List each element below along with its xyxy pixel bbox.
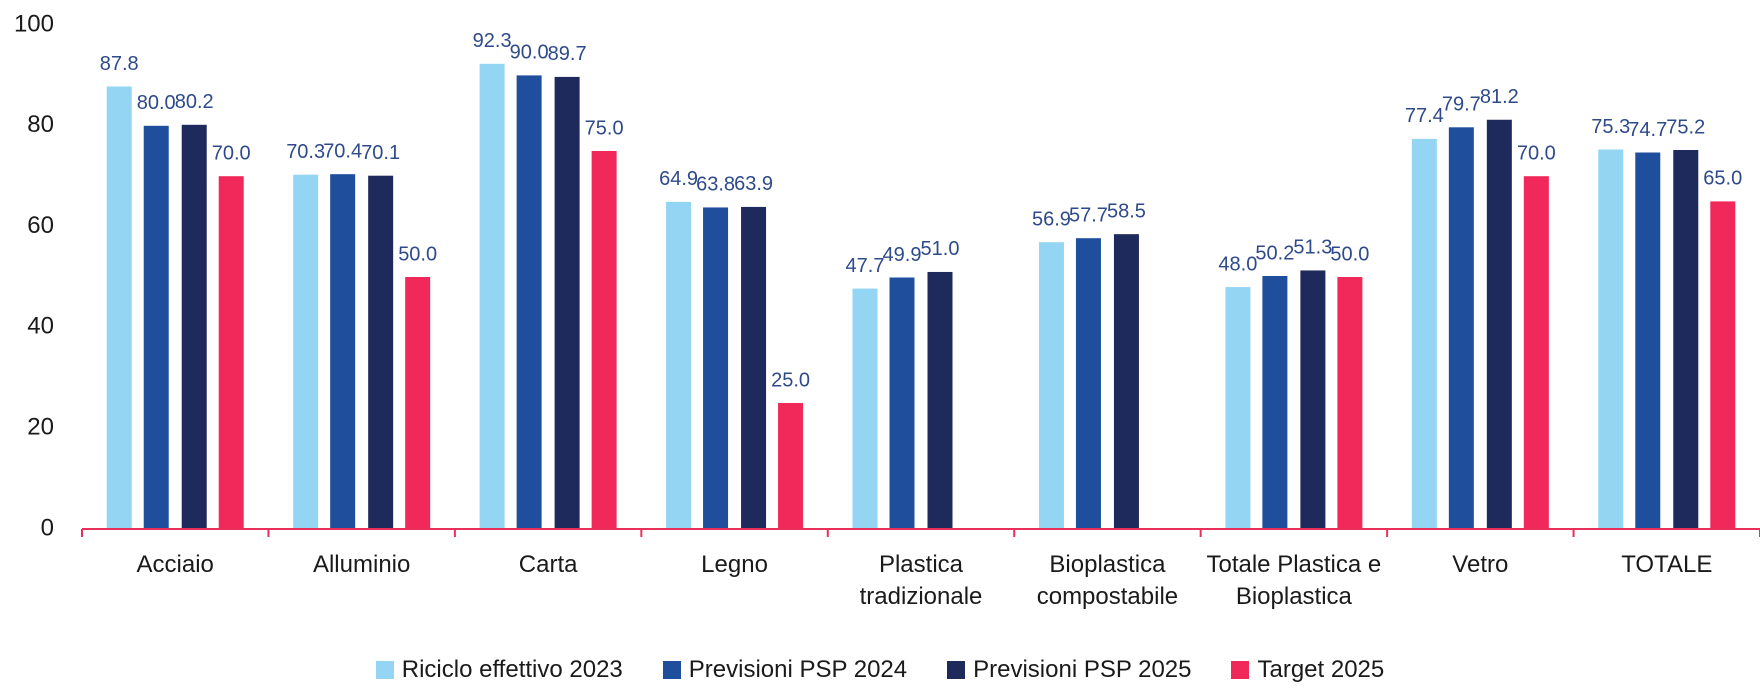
bar [1673, 149, 1699, 529]
data-label: 70.1 [361, 142, 400, 164]
data-label: 90.0 [510, 42, 549, 64]
y-tick-label: 100 [14, 10, 54, 37]
bar [1598, 149, 1624, 529]
x-tick-label: Totale Plastica e Bioplastica [1206, 551, 1382, 610]
bar [106, 86, 132, 529]
bar [1448, 127, 1474, 529]
legend-swatch [375, 661, 394, 679]
bar [293, 174, 319, 530]
y-tick-label: 0 [41, 514, 54, 541]
x-tick-label: Carta [518, 551, 578, 578]
bar [778, 403, 804, 529]
bar [368, 175, 394, 530]
bar [1635, 152, 1661, 529]
data-label: 79.7 [1442, 94, 1481, 116]
data-label: 56.9 [1032, 209, 1071, 231]
legend-label: Riciclo effettivo 2023 [401, 656, 623, 683]
bar [741, 206, 767, 529]
data-label: 50.0 [398, 243, 437, 265]
bar [927, 271, 953, 529]
x-tick-label: Vetro [1452, 551, 1509, 578]
bar [1225, 287, 1251, 529]
bar [591, 151, 617, 529]
data-label: 63.8 [696, 174, 735, 196]
data-label: 77.4 [1405, 105, 1444, 127]
data-label: 50.2 [1255, 242, 1294, 264]
legend-swatch [662, 661, 681, 679]
x-tick-label: TOTALE [1621, 551, 1713, 578]
bar [143, 125, 169, 530]
y-tick-label: 40 [27, 313, 54, 340]
legend-swatch [1231, 661, 1250, 679]
data-label: 25.0 [771, 369, 810, 391]
legend-item: Target 2025 [1231, 656, 1384, 684]
legend-label: Target 2025 [1257, 656, 1385, 683]
data-label: 75.2 [1666, 116, 1705, 138]
bar [852, 288, 878, 529]
bar [330, 174, 356, 529]
bar [479, 63, 505, 530]
bar [889, 277, 915, 529]
legend-swatch [947, 661, 966, 679]
legend-label: Previsioni PSP 2025 [973, 656, 1192, 683]
data-label: 75.3 [1591, 116, 1630, 138]
x-tick-label: Alluminio [312, 551, 411, 578]
data-label: 70.3 [286, 141, 325, 163]
bar [666, 201, 692, 530]
bar [1486, 119, 1512, 529]
data-label: 64.9 [659, 168, 698, 190]
legend-item: Riciclo effettivo 2023 [375, 656, 623, 684]
y-tick-label: 80 [27, 111, 54, 138]
legend: Riciclo effettivo 2023 Previsioni PSP 202… [0, 656, 1760, 684]
data-label: 63.9 [734, 173, 773, 195]
data-label: 81.2 [1480, 86, 1519, 108]
bar [703, 207, 729, 529]
data-label: 48.0 [1218, 253, 1257, 275]
bar [1411, 138, 1437, 530]
data-label: 75.0 [585, 117, 624, 139]
bar [1262, 275, 1288, 529]
bar [181, 124, 207, 530]
bar [554, 76, 580, 530]
bar [1710, 201, 1736, 529]
x-tick-label: Plastica tradizionale [859, 551, 983, 610]
legend-label: Previsioni PSP 2024 [688, 656, 908, 683]
data-label: 49.9 [883, 244, 922, 266]
data-label: 87.8 [100, 53, 139, 75]
data-label: 50.0 [1330, 243, 1369, 265]
data-label: 47.7 [846, 255, 885, 277]
x-tick-label: Legno [701, 551, 768, 578]
bar [1337, 277, 1363, 529]
bar [1113, 234, 1139, 529]
data-label: 70.4 [323, 140, 362, 162]
data-label: 51.0 [921, 238, 960, 260]
data-label: 65.0 [1703, 168, 1742, 190]
data-label: 70.0 [1517, 142, 1556, 164]
data-label: 92.3 [473, 30, 512, 52]
bar [516, 75, 542, 530]
x-tick-label: Acciaio [136, 551, 214, 578]
legend-item: Previsioni PSP 2025 [947, 656, 1191, 684]
legend-item: Previsioni PSP 2024 [662, 656, 908, 684]
data-label: 58.5 [1107, 200, 1146, 222]
bar [1038, 242, 1064, 529]
data-label: 80.0 [137, 92, 176, 114]
bar [1523, 176, 1549, 529]
y-tick-label: 20 [27, 414, 54, 441]
bar [405, 277, 431, 529]
data-label: 74.7 [1628, 119, 1667, 141]
data-label: 70.0 [212, 142, 251, 164]
data-label: 89.7 [548, 43, 587, 65]
bar [1300, 270, 1326, 529]
x-tick-label: Bioplastica compostabile [1036, 551, 1179, 610]
bar [218, 176, 244, 529]
data-label: 57.7 [1069, 204, 1108, 226]
bar [1075, 238, 1101, 529]
data-label: 51.3 [1293, 237, 1332, 259]
data-label: 80.2 [175, 91, 214, 113]
y-tick-label: 60 [27, 212, 54, 239]
